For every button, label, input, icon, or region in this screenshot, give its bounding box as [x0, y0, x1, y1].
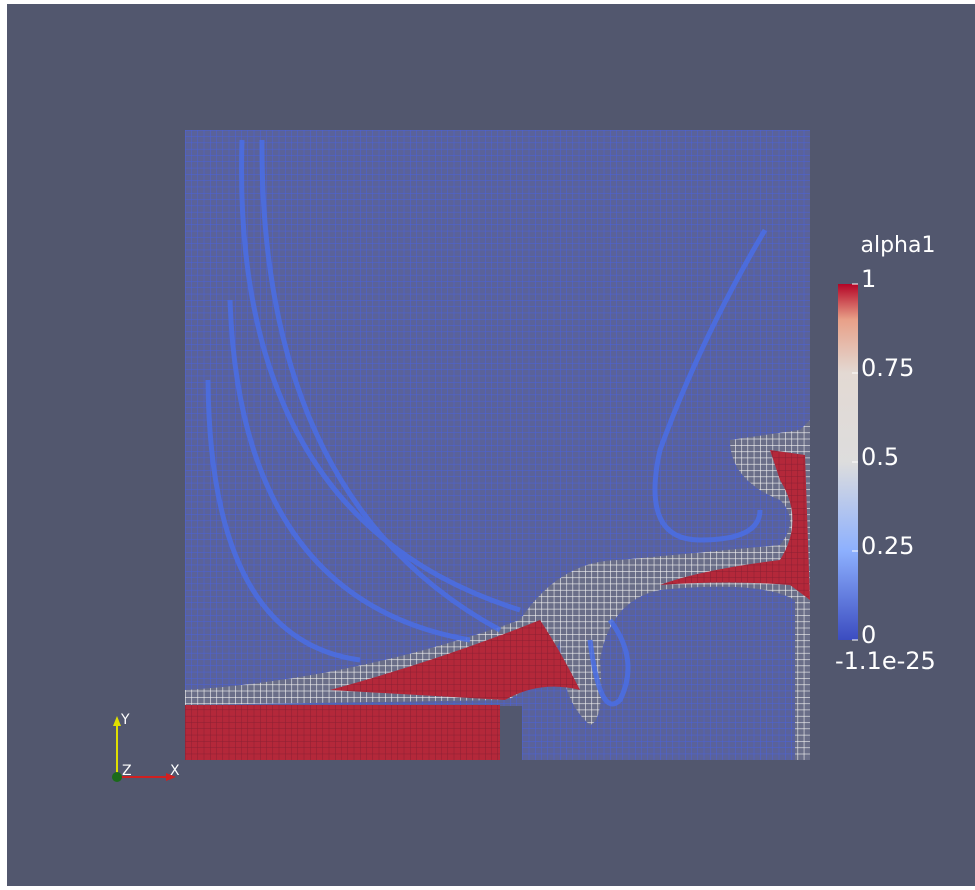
axis-label-y: Y	[120, 712, 130, 728]
axis-label-z: Z	[122, 763, 132, 779]
colorbar-ticks: 1 0.75 0.5 0.25 0	[852, 265, 914, 649]
axis-label-x: X	[170, 763, 180, 779]
tick-label: 0	[861, 621, 876, 649]
tick-label: 1	[861, 265, 876, 293]
mesh	[185, 130, 810, 760]
tick-label: 0.5	[861, 443, 899, 471]
tick-label: 0.75	[861, 354, 914, 382]
tick-label: 0.25	[861, 532, 914, 560]
axes-gizmo: Y Z X	[112, 712, 180, 782]
colorbar-title: alpha1	[861, 233, 936, 258]
colorbar-min-label: -1.1e-25	[835, 647, 936, 675]
